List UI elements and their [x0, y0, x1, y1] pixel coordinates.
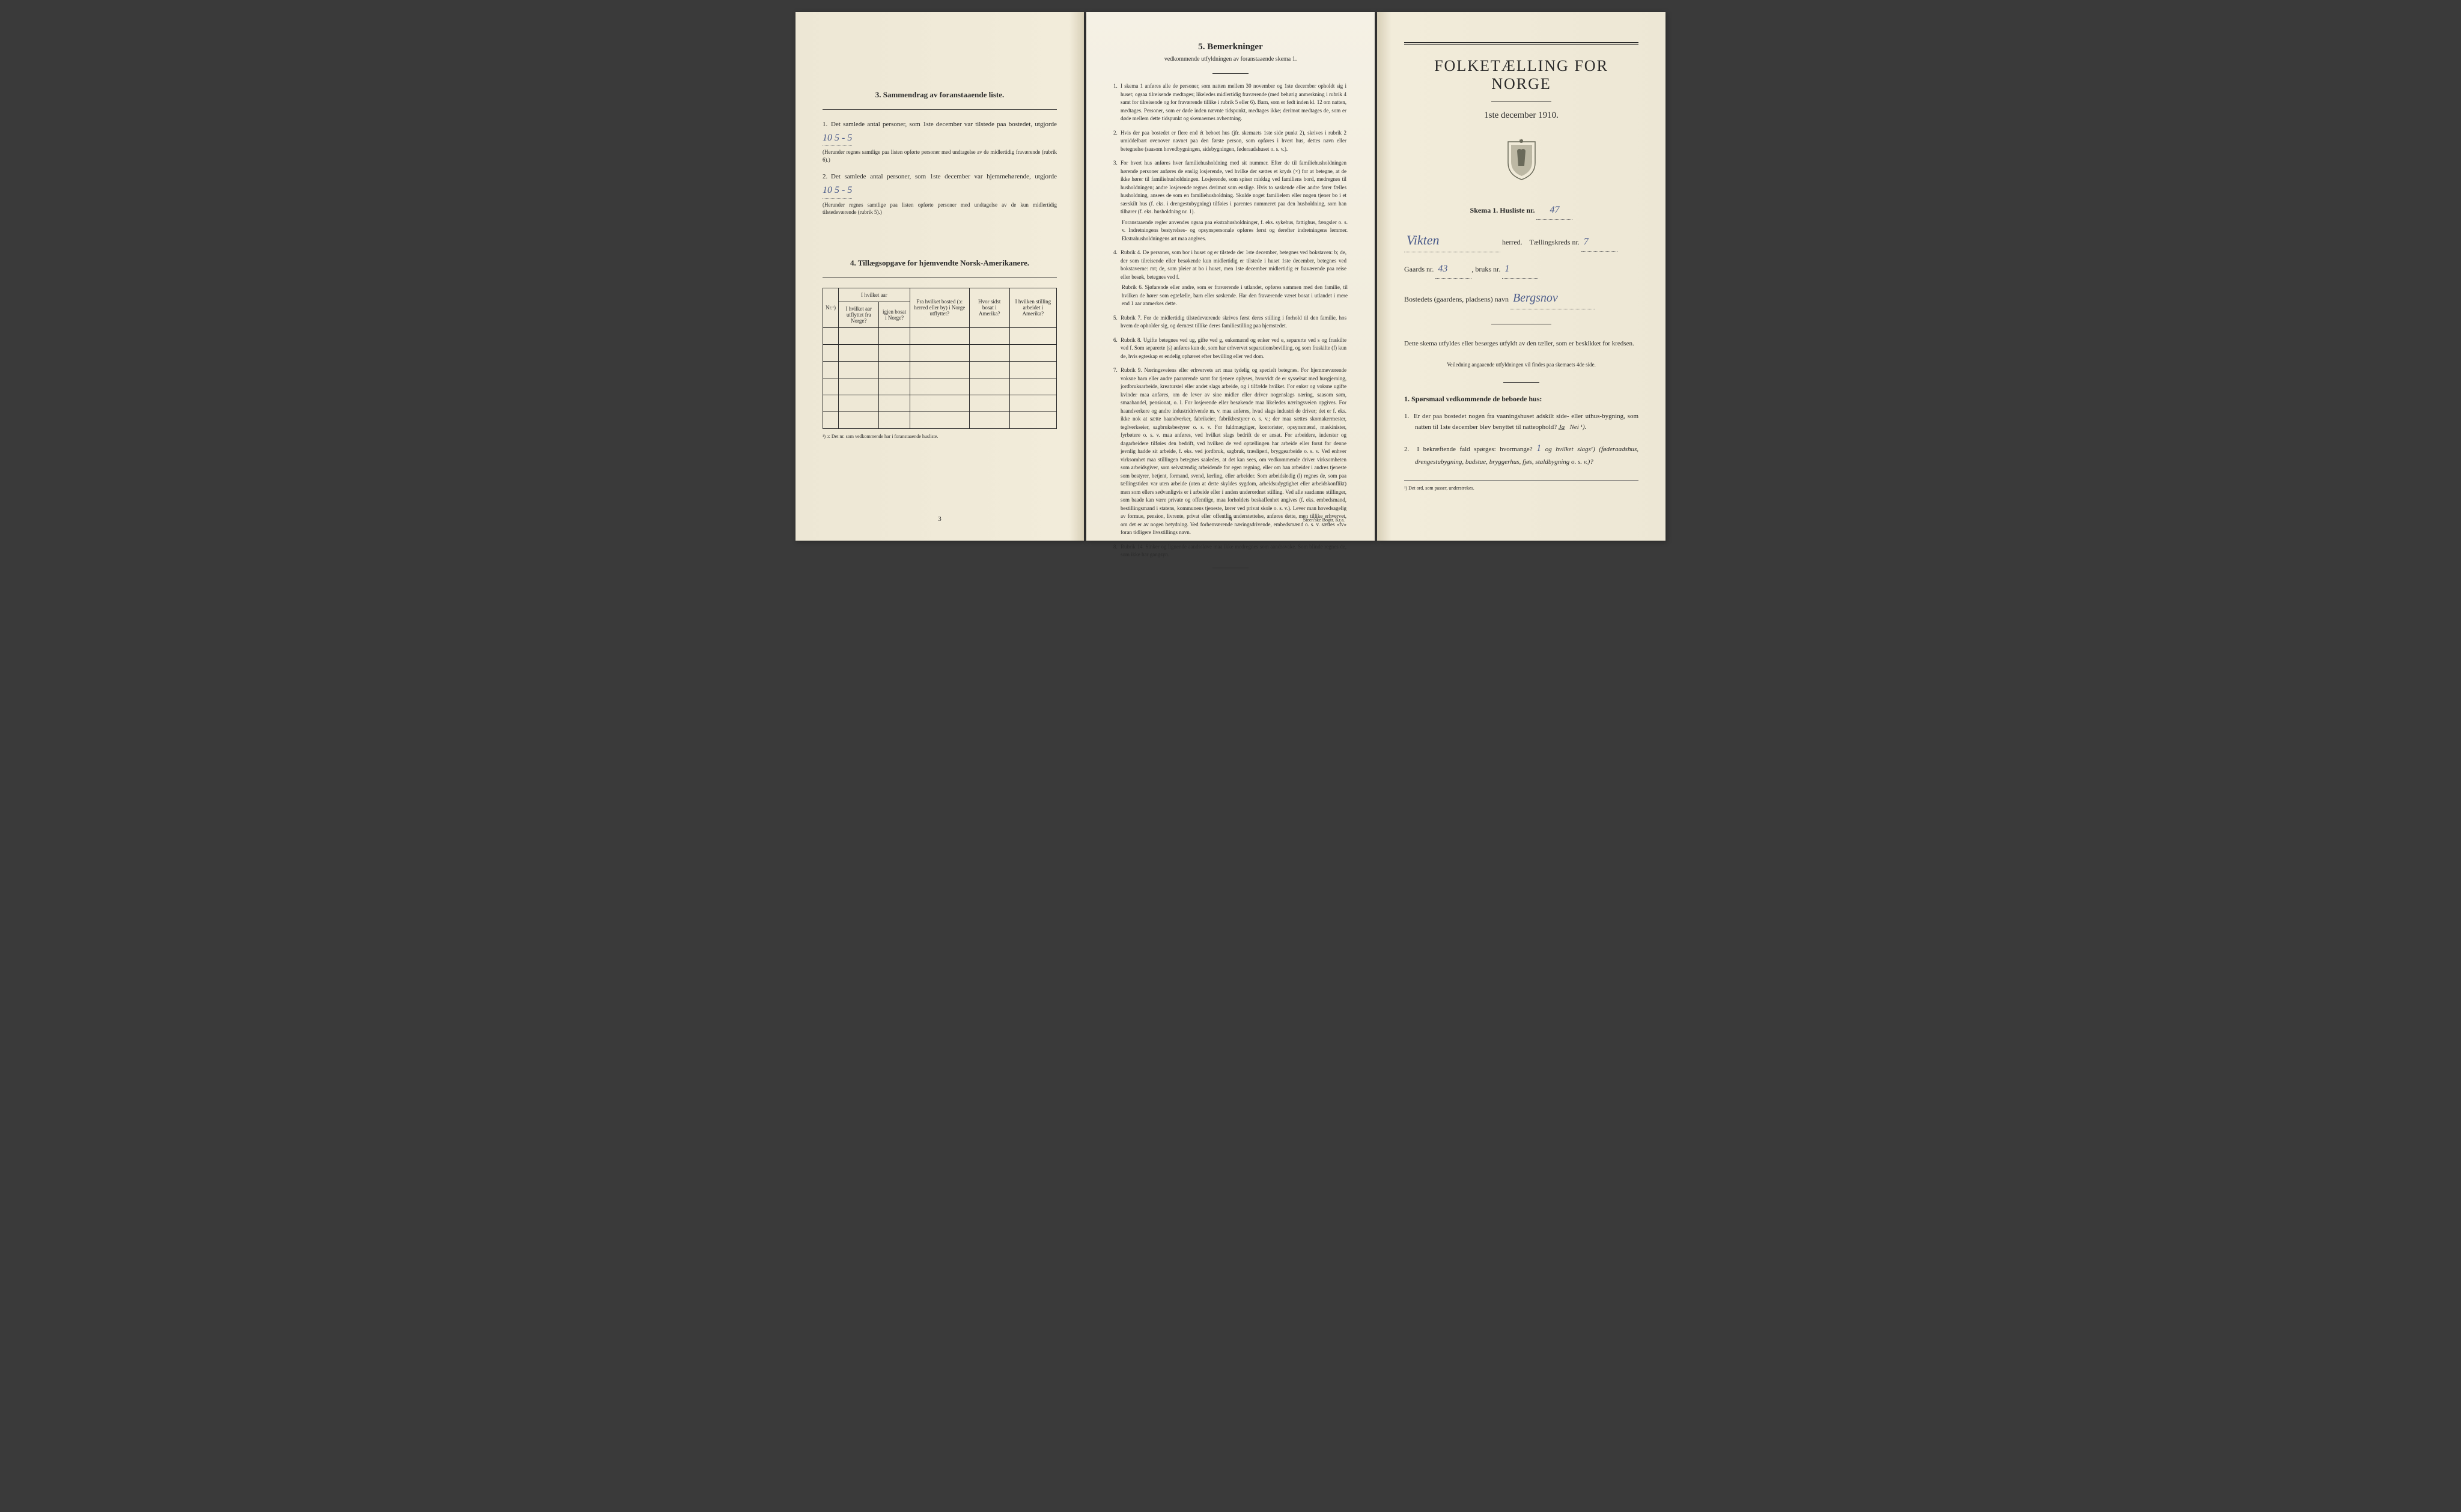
schema-line: Skema 1. Husliste nr. 47 [1404, 202, 1638, 220]
question-1: 1. Er der paa bostedet nogen fra vaaning… [1404, 411, 1638, 433]
table-footnote: ¹) ɔ: Det nr. som vedkommende har i fora… [823, 434, 1057, 439]
col-igjen: igjen bosat i Norge? [879, 302, 910, 327]
remark-5: 5.Rubrik 7. For de midlertidig tilstedev… [1113, 314, 1348, 330]
remark-8: 8.Rubrik 14. Sinker og lignende aandsslø… [1113, 543, 1348, 559]
q1-nei: Nei ¹). [1570, 424, 1587, 431]
bosted-label: Bostedets (gaardens, pladsens) navn [1404, 295, 1509, 303]
questions-header: 1. Spørsmaal vedkommende de beboede hus: [1404, 395, 1638, 404]
remark-3: 3.For hvert hus anføres hver familiehush… [1113, 159, 1348, 243]
top-rule [1404, 42, 1638, 43]
table-row [823, 327, 1057, 344]
item2-value: 10 5 - 5 [823, 183, 852, 199]
page-right: FOLKETÆLLING FOR NORGE 1ste december 191… [1377, 12, 1666, 541]
husliste-nr: 47 [1536, 202, 1572, 220]
col-bosted: Fra hvilket bosted (ɔ: herred eller by) … [910, 288, 969, 327]
col-nr: Nr.¹) [823, 288, 839, 327]
remark-6: 6.Rubrik 8. Ugifte betegnes ved ug, gift… [1113, 336, 1348, 361]
document-container: 3. Sammendrag av foranstaaende liste. 1.… [795, 12, 1666, 541]
page-center: 5. Bemerkninger vedkommende utfyldningen… [1086, 12, 1375, 541]
taellingskreds-label: Tællingskreds nr. [1529, 238, 1579, 246]
divider [1503, 382, 1539, 383]
divider [1212, 73, 1249, 74]
main-date: 1ste december 1910. [1404, 111, 1638, 121]
coat-of-arms-icon [1404, 139, 1638, 184]
page3-footnote: ¹) Det ord, som passer, understrekes. [1404, 485, 1638, 491]
divider [823, 109, 1057, 110]
bruks-label: bruks nr. [1475, 265, 1500, 273]
taellingskreds-nr: 7 [1581, 234, 1617, 252]
bosted-line: Bostedets (gaardens, pladsens) navn Berg… [1404, 287, 1638, 309]
page-number: 4 [1229, 515, 1232, 523]
item1-note: (Herunder regnes samtlige paa listen opf… [823, 148, 1057, 163]
item1-text: Det samlede antal personer, som 1ste dec… [831, 121, 1057, 128]
top-rule-2 [1404, 44, 1638, 45]
footnote-rule [1404, 480, 1638, 481]
item2-note: (Herunder regnes samtlige paa listen opf… [823, 201, 1057, 216]
item-1: 1.Det samlede antal personer, som 1ste d… [823, 120, 1057, 163]
page-number: 3 [938, 515, 942, 523]
section-3: 3. Sammendrag av foranstaaende liste. 1.… [823, 90, 1057, 216]
gaards-nr: 43 [1435, 261, 1471, 279]
page-left: 3. Sammendrag av foranstaaende liste. 1.… [795, 12, 1084, 541]
col-stilling: I hvilken stilling arbeidet i Amerika? [1009, 288, 1056, 327]
table-row [823, 395, 1057, 411]
schema-label: Skema 1. Husliste nr. [1470, 206, 1535, 214]
printer-note: Steen'ske Bogtr. Kr.a. [1303, 517, 1345, 523]
item-2: 2.Det samlede antal personer, som 1ste d… [823, 172, 1057, 216]
remarks-title: 5. Bemerkninger [1113, 42, 1348, 52]
herred-value: Vikten [1404, 228, 1500, 253]
table-row [823, 344, 1057, 361]
section-3-title: 3. Sammendrag av foranstaaende liste. [823, 90, 1057, 100]
remark-4: 4.Rubrik 4. De personer, som bor i huset… [1113, 249, 1348, 308]
remark-7: 7.Rubrik 9. Næringsveiens eller erhverve… [1113, 366, 1348, 537]
item2-text: Det samlede antal personer, som 1ste dec… [831, 173, 1057, 180]
remarks-subtitle: vedkommende utfyldningen av foranstaaend… [1113, 56, 1348, 62]
col-year-header: I hvilket aar [838, 288, 910, 302]
table-row [823, 361, 1057, 378]
q2-value: 1 [1536, 443, 1541, 454]
section-4: 4. Tillægsopgave for hjemvendte Norsk-Am… [823, 258, 1057, 439]
col-utflyttet: I hvilket aar utflyttet fra Norge? [838, 302, 878, 327]
remark-1: 1.I skema 1 anføres alle de personer, so… [1113, 82, 1348, 123]
question-2: 2. I bekræftende fald spørges: hvormange… [1404, 440, 1638, 468]
col-amerika: Hvor sidst bosat i Amerika? [969, 288, 1009, 327]
q1-ja: Ja [1559, 424, 1565, 431]
herred-label: herred. [1502, 238, 1523, 246]
bosted-value: Bergsnov [1510, 287, 1595, 309]
remark-2: 2.Hvis der paa bostedet er flere end ét … [1113, 129, 1348, 154]
gaards-label: Gaards nr. [1404, 265, 1434, 273]
section-4-title: 4. Tillægsopgave for hjemvendte Norsk-Am… [823, 258, 1057, 268]
remarks-list: 1.I skema 1 anføres alle de personer, so… [1113, 82, 1348, 559]
instruction-sub: Veiledning angaaende utfyldningen vil fi… [1404, 362, 1638, 368]
main-title: FOLKETÆLLING FOR NORGE [1404, 57, 1638, 93]
americans-table: Nr.¹) I hvilket aar Fra hvilket bosted (… [823, 288, 1057, 429]
instruction: Dette skema utfyldes eller besørges utfy… [1404, 339, 1638, 350]
table-row [823, 378, 1057, 395]
table-row [823, 411, 1057, 428]
bruks-nr: 1 [1502, 261, 1538, 279]
gaards-line: Gaards nr. 43, bruks nr. 1 [1404, 261, 1638, 279]
item1-value: 10 5 - 5 [823, 130, 852, 147]
herred-line: Vikten herred. Tællingskreds nr. 7 [1404, 228, 1638, 253]
